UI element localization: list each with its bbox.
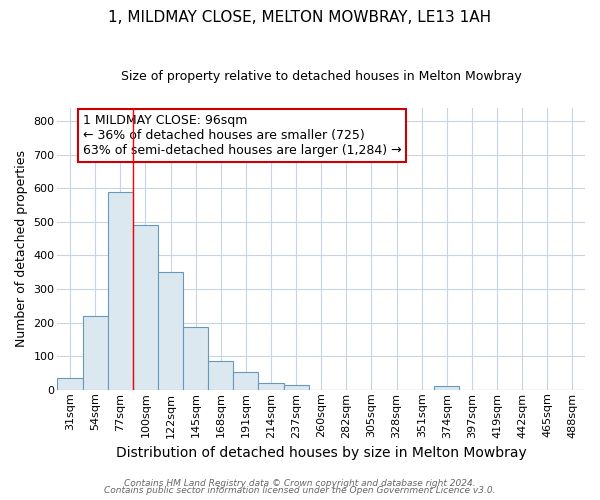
Bar	[208, 361, 233, 390]
Bar	[259, 383, 284, 390]
Bar	[133, 226, 158, 390]
Text: 1, MILDMAY CLOSE, MELTON MOWBRAY, LE13 1AH: 1, MILDMAY CLOSE, MELTON MOWBRAY, LE13 1…	[109, 10, 491, 25]
Text: 1 MILDMAY CLOSE: 96sqm
← 36% of detached houses are smaller (725)
63% of semi-de: 1 MILDMAY CLOSE: 96sqm ← 36% of detached…	[83, 114, 401, 158]
Bar	[183, 326, 208, 390]
Text: Contains public sector information licensed under the Open Government Licence v3: Contains public sector information licen…	[104, 486, 496, 495]
Y-axis label: Number of detached properties: Number of detached properties	[15, 150, 28, 348]
Text: Contains HM Land Registry data © Crown copyright and database right 2024.: Contains HM Land Registry data © Crown c…	[124, 478, 476, 488]
Bar	[58, 378, 83, 390]
Bar	[83, 316, 108, 390]
Bar	[434, 386, 460, 390]
Bar	[108, 192, 133, 390]
X-axis label: Distribution of detached houses by size in Melton Mowbray: Distribution of detached houses by size …	[116, 446, 527, 460]
Title: Size of property relative to detached houses in Melton Mowbray: Size of property relative to detached ho…	[121, 70, 521, 83]
Bar	[158, 272, 183, 390]
Bar	[284, 384, 308, 390]
Bar	[233, 372, 259, 390]
